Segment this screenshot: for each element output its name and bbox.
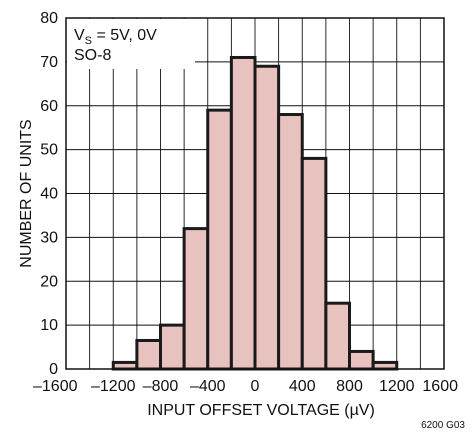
x-tick-label: –400: [190, 378, 226, 395]
histogram-bar: [371, 360, 399, 371]
y-tick-label: 10: [40, 317, 58, 334]
x-tick-label: –1200: [91, 378, 136, 395]
y-tick-label: 40: [40, 186, 58, 203]
annotation-v-symbol: V: [74, 27, 85, 44]
x-tick-label: 1200: [379, 378, 415, 395]
annotation-box: VS = 5V, 0V SO-8: [67, 19, 195, 69]
x-axis-label: INPUT OFFSET VOLTAGE (µV): [147, 402, 375, 419]
histogram-bar: [229, 55, 257, 371]
figure-code: 6200 G03: [421, 420, 465, 431]
plot-frame: [65, 17, 445, 370]
y-tick-label: 30: [40, 229, 58, 246]
histogram-bar: [348, 349, 375, 371]
x-tick-label: –1600: [33, 378, 78, 395]
x-tick-label: 0: [251, 378, 260, 395]
y-tick-label: 50: [40, 142, 58, 159]
x-tick-label: 400: [289, 378, 316, 395]
histogram-bar: [324, 301, 351, 371]
bars-layer: [111, 55, 399, 371]
histogram-bar: [277, 113, 304, 371]
y-axis-label: NUMBER OF UNITS: [18, 119, 35, 267]
histogram-bar: [206, 108, 233, 371]
x-tick-label: 1600: [422, 378, 458, 395]
y-tick-labels: 0 10 20 30 40 50 60 70 80: [40, 10, 58, 378]
y-tick-label: 0: [49, 361, 58, 378]
histogram-bar: [159, 323, 186, 371]
x-tick-label: –800: [143, 378, 179, 395]
histogram-bar: [135, 338, 162, 371]
annotation-background: [67, 19, 195, 69]
x-tick-label: 800: [336, 378, 363, 395]
histogram-bar: [111, 360, 139, 371]
y-tick-label: 70: [40, 54, 58, 71]
annotation-v-values: = 5V, 0V: [92, 27, 157, 44]
annotation-package: SO-8: [74, 47, 111, 64]
histogram-bar: [300, 156, 328, 371]
annotation-supply-voltage: VS = 5V, 0V: [74, 27, 157, 47]
y-tick-label: 80: [40, 10, 58, 27]
y-tick-label: 60: [40, 98, 58, 115]
y-tick-label: 20: [40, 273, 58, 290]
histogram-bar: [253, 64, 281, 371]
x-tick-labels: –1600 –1200 –800 –400 0 400 800 1200 1600: [33, 378, 458, 395]
annotation-v-subscript: S: [85, 35, 92, 47]
histogram-bar: [182, 227, 210, 371]
